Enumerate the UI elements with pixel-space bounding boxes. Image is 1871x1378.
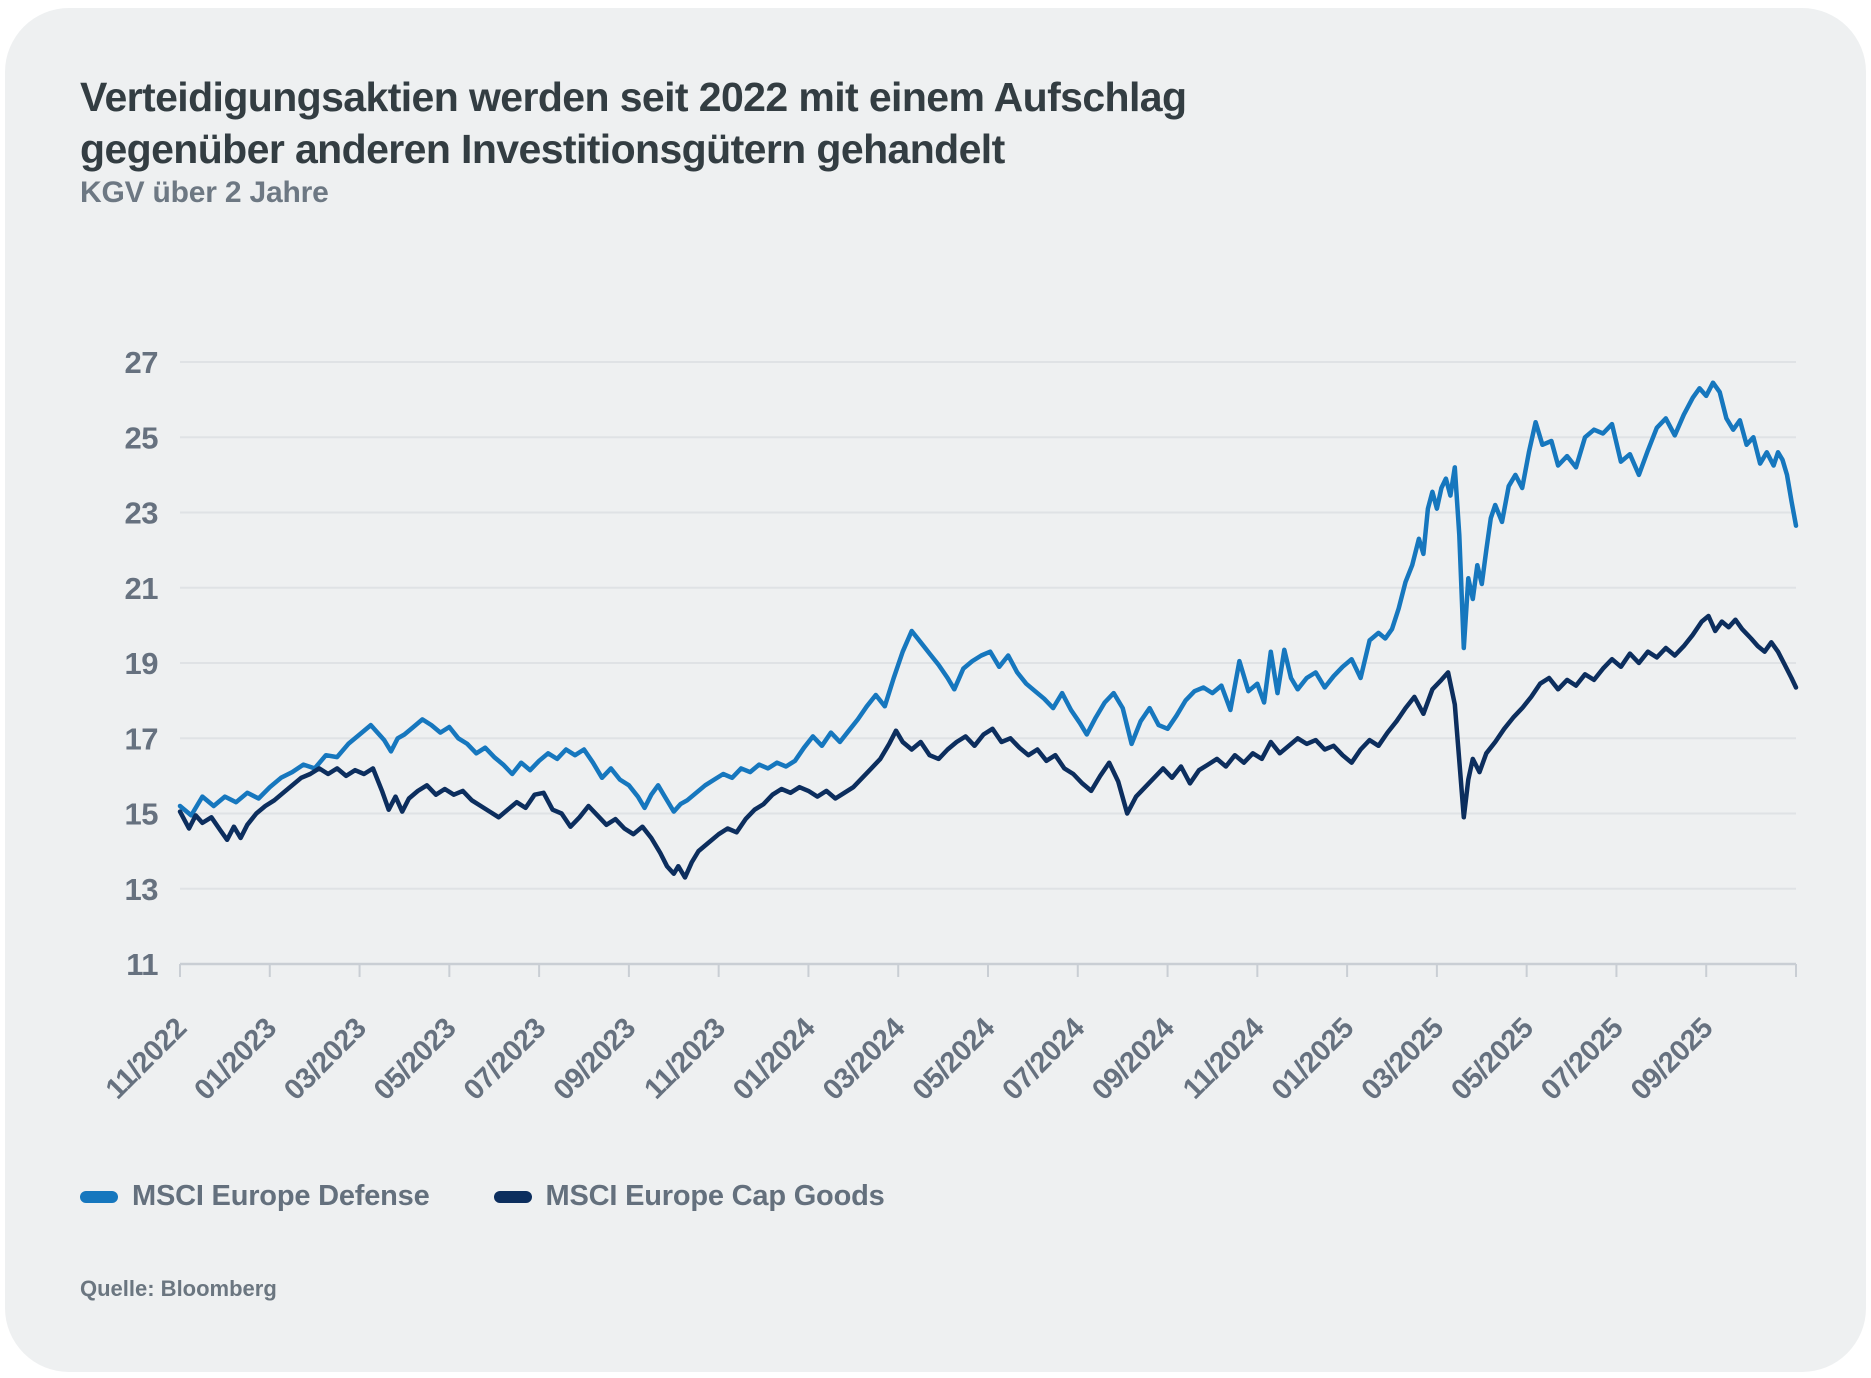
y-tick-label-21: 21 <box>125 571 159 606</box>
x-tick-label-11-2024: 11/2024 <box>1177 1012 1270 1105</box>
x-tick-label-01-2025: 01/2025 <box>1266 1012 1361 1107</box>
legend-swatch-capgoods <box>493 1190 532 1203</box>
legend-item-defense: MSCI Europe Defense <box>80 1180 430 1213</box>
x-tick-label-11-2022: 11/2022 <box>100 1012 193 1105</box>
legend-label: MSCI Europe Defense <box>132 1180 430 1212</box>
y-tick-label-19: 19 <box>125 646 159 681</box>
x-tick-label-07-2023: 07/2023 <box>458 1012 553 1107</box>
series-line-capgoods <box>177 613 1799 880</box>
x-tick-label-07-2025: 07/2025 <box>1535 1012 1630 1107</box>
y-tick-label-25: 25 <box>125 420 159 455</box>
x-tick-label-05-2024: 05/2024 <box>907 1012 1002 1107</box>
chart-subtitle: KGV über 2 Jahre <box>80 176 329 209</box>
x-tick-label-11-2023: 11/2023 <box>638 1012 731 1105</box>
x-tick-label-05-2025: 05/2025 <box>1445 1012 1540 1107</box>
legend-label: MSCI Europe Cap Goods <box>545 1180 885 1212</box>
line-chart: 11131517192123252711/202201/202303/20230… <box>100 345 1799 1107</box>
source-note: Quelle: Bloomberg <box>80 1276 277 1301</box>
chart-card: Verteidigungsaktien werden seit 2022 mit… <box>5 8 1866 1372</box>
x-tick-label-05-2023: 05/2023 <box>368 1012 463 1107</box>
x-tick-label-09-2025: 09/2025 <box>1625 1012 1720 1107</box>
x-tick-label-03-2024: 03/2024 <box>817 1012 912 1107</box>
y-tick-label-17: 17 <box>125 721 158 756</box>
x-tick-label-03-2023: 03/2023 <box>278 1012 373 1107</box>
y-tick-label-13: 13 <box>125 872 159 907</box>
x-tick-label-01-2023: 01/2023 <box>188 1012 283 1107</box>
x-tick-label-01-2024: 01/2024 <box>727 1012 822 1107</box>
page-title: Verteidigungsaktien werden seit 2022 mit… <box>80 72 1580 175</box>
legend-swatch-defense <box>80 1190 118 1203</box>
y-tick-label-23: 23 <box>125 496 159 531</box>
legend-item-capgoods: MSCI Europe Cap Goods <box>493 1180 885 1213</box>
x-tick-label-09-2023: 09/2023 <box>548 1012 643 1107</box>
x-tick-label-07-2024: 07/2024 <box>996 1012 1091 1107</box>
y-tick-label-11: 11 <box>126 947 158 982</box>
title-line-1: Verteidigungsaktien werden seit 2022 mit… <box>80 74 1187 120</box>
series-line-defense <box>177 380 1799 818</box>
x-tick-label-09-2024: 09/2024 <box>1086 1012 1181 1107</box>
title-line-2: gegenüber anderen Investitionsgütern geh… <box>80 125 1005 172</box>
y-tick-label-15: 15 <box>125 797 159 832</box>
x-tick-label-03-2025: 03/2025 <box>1356 1012 1451 1107</box>
y-tick-label-27: 27 <box>125 345 158 380</box>
chart-legend: MSCI Europe Defense MSCI Europe Cap Goods <box>80 1180 885 1213</box>
